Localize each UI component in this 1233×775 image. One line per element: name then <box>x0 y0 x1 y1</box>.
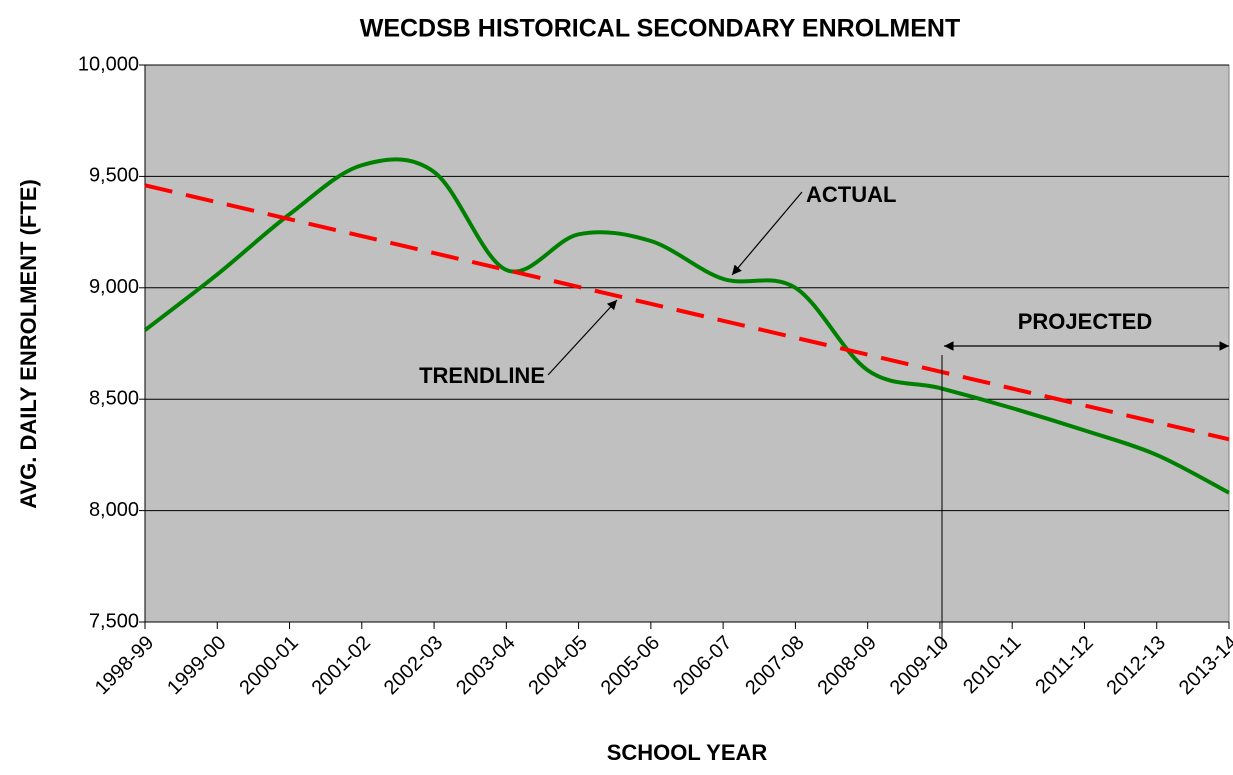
y-tick-label: 8,000 <box>89 499 139 521</box>
x-tick-label: 2003-04 <box>452 632 519 699</box>
x-tick-label: 2011-12 <box>1031 632 1097 698</box>
x-tick-label: 2004-05 <box>524 632 591 699</box>
x-tick-label: 2005-06 <box>597 632 664 699</box>
trendline-annotation: TRENDLINE <box>419 363 545 388</box>
x-tick-label: 1999-00 <box>163 632 230 699</box>
chart-title: WECDSB HISTORICAL SECONDARY ENROLMENT <box>360 15 961 43</box>
x-tick-label: 2006-07 <box>669 632 736 699</box>
x-tick-label: 2007-08 <box>741 632 808 699</box>
y-tick-label: 10,000 <box>78 53 139 75</box>
actual-annotation: ACTUAL <box>806 182 896 207</box>
series-line <box>144 183 1230 442</box>
plot-area <box>144 64 1230 623</box>
series-line <box>143 157 1230 495</box>
y-tick-label: 9,000 <box>89 276 139 298</box>
lines <box>143 157 1230 495</box>
x-tick-label: 2008-09 <box>813 632 880 699</box>
x-tick-label: 2012-13 <box>1103 632 1170 699</box>
x-tick-label: 2002-03 <box>380 632 447 699</box>
trend-arrow <box>547 299 618 376</box>
projected-annotation: PROJECTED <box>1018 309 1152 334</box>
grid <box>139 64 1230 629</box>
x-axis-label: SCHOOL YEAR <box>607 740 768 765</box>
x-tick-label: 2009-10 <box>886 632 953 699</box>
x-tick-label: 2001-02 <box>308 632 375 699</box>
x-tick-label: 2013-14 <box>1175 632 1233 699</box>
y-axis-label: AVG. DAILY ENROLMENT (FTE) <box>16 179 41 509</box>
y-tick-label: 7,500 <box>89 610 139 632</box>
y-tick-label: 9,500 <box>89 165 139 187</box>
y-tick-label: 8,500 <box>89 387 139 409</box>
x-tick-label: 2010-11 <box>959 632 1025 698</box>
actual-arrow <box>731 191 803 276</box>
x-tick-label: 1998-99 <box>91 632 158 699</box>
x-tick-label: 2000-01 <box>235 632 302 699</box>
